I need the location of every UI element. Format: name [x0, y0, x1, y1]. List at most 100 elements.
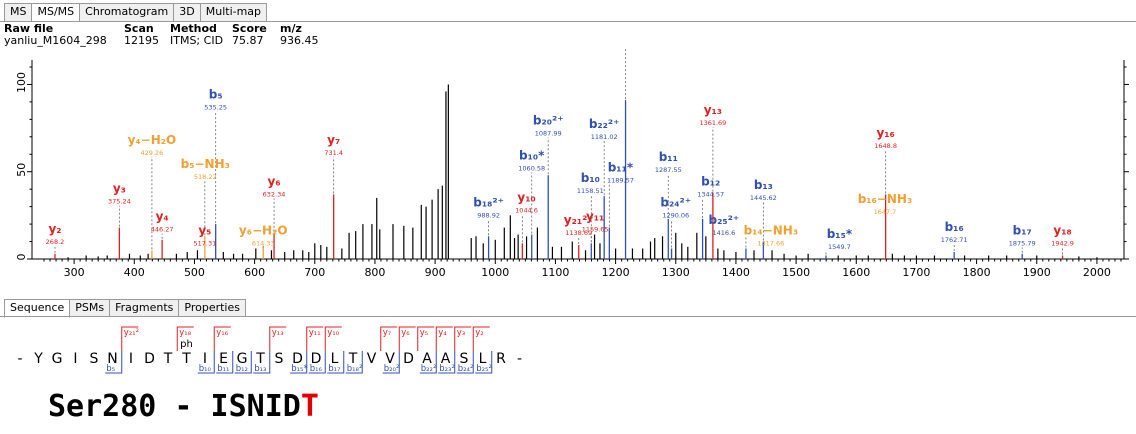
tab-3d[interactable]: 3D	[173, 3, 201, 21]
y-ion-bracket-label: y₁₀	[327, 328, 339, 338]
ion-label-b[interactable]: b₁₆	[945, 220, 964, 234]
ion-label-b[interactable]: b₂₂²⁺	[589, 117, 620, 131]
ion-mz-label: 1158.51	[577, 187, 604, 195]
ion-label-n[interactable]: b₅−NH₃	[181, 157, 230, 171]
b-ion-bracket	[456, 351, 474, 374]
ion-mz-label: 1287.55	[655, 166, 682, 174]
y-ion-bracket-label: y₄	[438, 328, 447, 338]
ion-label-y[interactable]: y₁₆	[876, 126, 894, 140]
x-tick-label: 300	[64, 266, 85, 279]
tab-multi-map[interactable]: Multi-map	[199, 3, 268, 21]
mz-header: m/z	[280, 22, 302, 35]
ion-label-b[interactable]: b₁₅*	[827, 227, 853, 241]
y-ion-bracket-label: y₁₃	[272, 328, 284, 338]
sequence-residue: S	[90, 351, 99, 367]
ion-label-b[interactable]: b₁₁	[659, 150, 678, 164]
ion-label-y[interactable]: y₂	[48, 222, 61, 236]
x-tick-label: 1500	[782, 266, 810, 279]
x-tick-label: 1300	[662, 266, 690, 279]
y-ion-bracket-label: y₃	[457, 328, 465, 338]
y-ion-bracket	[435, 326, 453, 351]
tab-fragments[interactable]: Fragments	[109, 299, 180, 317]
method-value: ITMS; CID	[170, 34, 224, 47]
b-ion-bracket-label: b₅	[106, 364, 115, 374]
ion-label-b[interactable]: b₁₃	[754, 178, 773, 192]
y-ion-bracket	[454, 326, 472, 351]
ion-mz-label: 429.26	[141, 149, 164, 157]
ion-label-b[interactable]: b₁₇	[1013, 224, 1032, 238]
ion-mz-label: 1875.79	[1009, 240, 1036, 248]
y-ion-bracket-label: y₁₁	[309, 328, 321, 338]
ion-label-b[interactable]: b₂₅²⁺	[709, 213, 740, 227]
sequence-residue: D	[311, 351, 322, 367]
ion-label-y[interactable]: y₇	[327, 133, 340, 147]
ion-label-y[interactable]: y₆	[268, 175, 281, 189]
b-ion-bracket	[290, 351, 308, 374]
sequence-residue: A	[422, 351, 432, 367]
top-tab-bar: MS MS/MS Chromatogram 3D Multi-map	[4, 3, 268, 22]
y-ion-bracket	[306, 326, 324, 351]
ion-label-n[interactable]: y₄−H₂O	[128, 133, 177, 147]
sequence-residue: T	[163, 351, 173, 367]
x-tick-label: 500	[184, 266, 205, 279]
ion-label-n[interactable]: y₆−H₂O	[239, 224, 288, 238]
ptm-site-residue: T	[300, 389, 319, 424]
raw-file-header: Raw file	[4, 22, 54, 35]
ion-label-n[interactable]: b₁₄−NH₃	[744, 224, 799, 238]
tab-divider-bottom	[0, 316, 1136, 317]
ion-label-b[interactable]: b₁₂	[701, 175, 720, 189]
b-ion-bracket-label: b₁₃	[254, 364, 266, 374]
ion-label-y[interactable]: y₄	[156, 210, 169, 224]
b-ion-bracket-label: b₁₈²	[347, 364, 363, 374]
ion-label-b[interactable]: b₁₀*	[519, 149, 545, 163]
y-ion-bracket-label: y₇	[383, 328, 392, 338]
ion-label-n[interactable]: b₁₆−NH₃	[858, 192, 913, 206]
ion-mz-label: 731.4	[324, 149, 343, 157]
ion-mz-label: 518.22	[194, 173, 217, 181]
ion-mz-label: 1647.7	[874, 208, 897, 216]
ion-mz-label: 517.31	[193, 240, 216, 248]
ion-label-b[interactable]: b₁₁*	[608, 161, 634, 175]
tab-properties[interactable]: Properties	[178, 299, 246, 317]
ion-mz-label: 1762.71	[941, 236, 968, 244]
ion-label-y[interactable]: y₁₈	[1053, 224, 1071, 238]
ion-label-b[interactable]: b₅	[209, 87, 223, 101]
y-ion-bracket	[121, 326, 139, 351]
x-tick-label: 1600	[842, 266, 870, 279]
sequence-residue: V	[367, 351, 377, 367]
sequence-residue: D	[403, 351, 414, 367]
msms-spectrum-chart[interactable]: 300 400 500 600 700 800 900 1000 1100 1200 1300 140…	[0, 48, 1136, 280]
raw-file-value: yanliu_M1604_298	[4, 34, 107, 47]
scan-header: Scan	[124, 22, 154, 35]
ion-mz-label: 1087.99	[535, 130, 562, 138]
ion-mz-label: 1549.7	[828, 243, 851, 251]
y-ion-bracket-label: y₂₁²	[124, 328, 139, 338]
b-ion-bracket	[308, 351, 326, 374]
sequence-residue: T	[255, 351, 265, 367]
sequence-residue: R	[496, 351, 506, 367]
ion-label-y[interactable]: y₃	[113, 182, 126, 196]
ion-mz-label: 632.34	[263, 191, 286, 199]
tab-psms[interactable]: PSMs	[69, 299, 111, 317]
sequence-residue: V	[385, 351, 395, 367]
sequence-residue: T	[348, 351, 358, 367]
y-ion-bracket-label: y₂	[475, 328, 483, 338]
ion-label-y[interactable]: y₁₁	[586, 210, 604, 224]
sequence-residue: G	[237, 351, 248, 367]
tab-ms[interactable]: MS	[4, 3, 33, 21]
x-tick-label: 600	[244, 266, 265, 279]
ion-label-y[interactable]: y₁₃	[704, 103, 722, 117]
ion-label-y[interactable]: y₁₀	[517, 190, 535, 204]
ion-label-b[interactable]: b₁₈²⁺	[473, 196, 504, 210]
ion-label-b[interactable]: b₁₀	[581, 171, 600, 185]
x-tick-label: 1200	[602, 266, 630, 279]
ion-mz-label: 1290.06	[662, 212, 689, 220]
tab-chromatogram[interactable]: Chromatogram	[79, 3, 175, 21]
sequence-residue: L	[479, 351, 487, 367]
x-tick-label: 1100	[541, 266, 569, 279]
ion-label-b[interactable]: b₂₄²⁺	[660, 196, 691, 210]
tab-sequence[interactable]: Sequence	[4, 299, 71, 318]
ion-label-b[interactable]: b₂₀²⁺	[533, 114, 564, 128]
ion-label-y[interactable]: y₂₁²⁺	[564, 213, 594, 227]
tab-ms-ms[interactable]: MS/MS	[31, 3, 81, 22]
